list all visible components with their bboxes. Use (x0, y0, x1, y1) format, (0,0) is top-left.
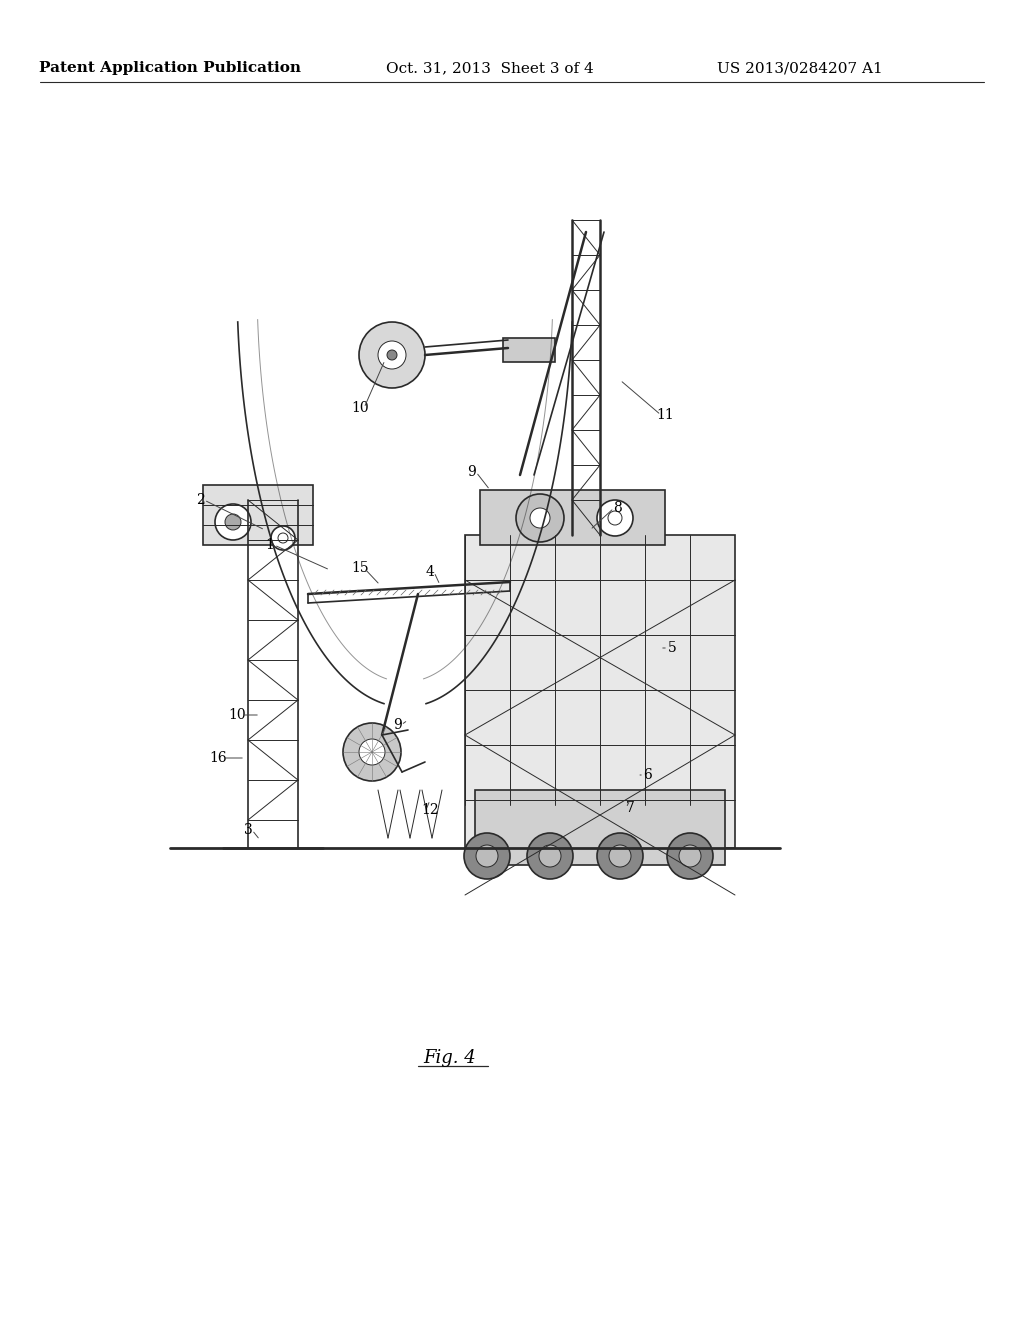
Circle shape (608, 511, 622, 525)
Text: 9: 9 (468, 465, 476, 479)
Circle shape (464, 833, 510, 879)
Text: 6: 6 (644, 768, 652, 781)
Circle shape (278, 533, 288, 543)
Text: 9: 9 (392, 718, 401, 733)
Circle shape (597, 833, 643, 879)
Text: 3: 3 (244, 822, 252, 837)
Text: Patent Application Publication: Patent Application Publication (39, 61, 301, 75)
Circle shape (387, 350, 397, 360)
Text: 8: 8 (613, 502, 623, 515)
Circle shape (527, 833, 573, 879)
Text: 12: 12 (421, 803, 439, 817)
Circle shape (271, 525, 295, 550)
Circle shape (359, 322, 425, 388)
Circle shape (359, 739, 385, 766)
Text: 16: 16 (209, 751, 226, 766)
Bar (465, 535, 735, 847)
Bar (475, 789, 725, 865)
Circle shape (378, 341, 406, 370)
Text: US 2013/0284207 A1: US 2013/0284207 A1 (717, 61, 883, 75)
Text: 10: 10 (351, 401, 369, 414)
Circle shape (597, 500, 633, 536)
Text: Fig. 4: Fig. 4 (424, 1049, 476, 1067)
Circle shape (667, 833, 713, 879)
Text: 11: 11 (656, 408, 674, 422)
Circle shape (343, 723, 401, 781)
Circle shape (679, 845, 701, 867)
Circle shape (225, 513, 241, 531)
Circle shape (530, 508, 550, 528)
Text: 10: 10 (228, 708, 246, 722)
Text: 7: 7 (626, 801, 635, 814)
Text: 15: 15 (351, 561, 369, 576)
Circle shape (609, 845, 631, 867)
Text: Oct. 31, 2013  Sheet 3 of 4: Oct. 31, 2013 Sheet 3 of 4 (386, 61, 594, 75)
Text: 4: 4 (426, 565, 434, 579)
Circle shape (476, 845, 498, 867)
Circle shape (539, 845, 561, 867)
Circle shape (516, 494, 564, 543)
Text: 2: 2 (196, 492, 205, 507)
Text: 1: 1 (265, 539, 274, 552)
Circle shape (215, 504, 251, 540)
Bar (480, 490, 665, 545)
Bar (203, 484, 313, 545)
Bar (503, 338, 555, 362)
Text: 5: 5 (668, 642, 677, 655)
